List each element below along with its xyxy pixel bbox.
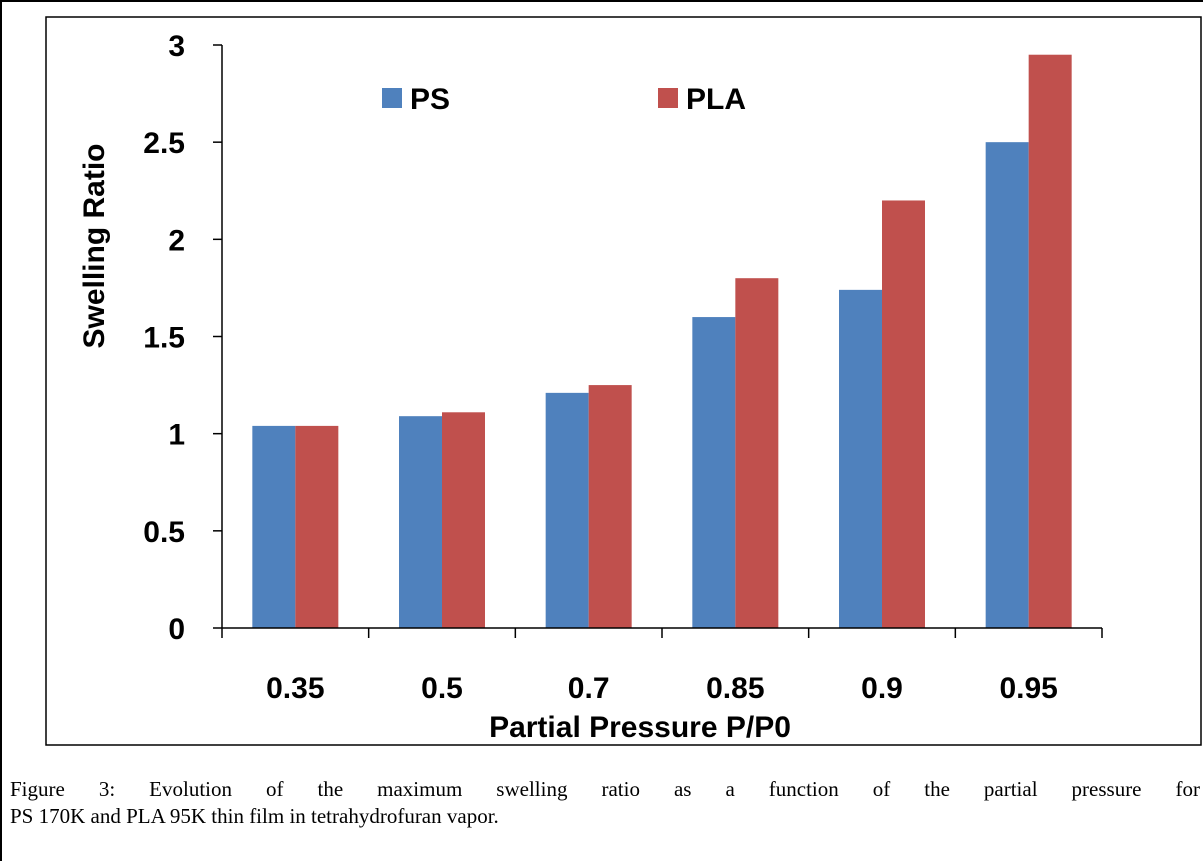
axes-layer xyxy=(213,44,1103,638)
bar-pla-0.95 xyxy=(1028,54,1072,628)
x-tick-label: 0.95 xyxy=(999,672,1057,705)
bar-pla-0.35 xyxy=(295,425,339,628)
bar-pla-0.9 xyxy=(882,200,925,628)
y-tick-label: 1.5 xyxy=(143,322,185,355)
caption-line-1: Figure 3: Evolution of the maximum swell… xyxy=(10,777,1200,801)
bar-ps-0.35 xyxy=(252,425,296,628)
bars-layer xyxy=(252,54,1072,628)
y-tick-label: 2.5 xyxy=(143,127,185,160)
bar-chart: 0 0.5 1 1.5 2 2.5 3 0.35 0.5 0.7 0.85 0.9 0.95 Partia… xyxy=(45,16,1202,746)
x-tick-label: 0.7 xyxy=(568,672,610,705)
y-tick-label: 2 xyxy=(168,224,185,257)
legend-swatch-pla xyxy=(658,88,678,108)
x-tick-label: 0.85 xyxy=(706,672,764,705)
figure-caption: Figure 3: Evolution of the maximum swell… xyxy=(10,776,1200,830)
bar-ps-0.5 xyxy=(399,416,442,628)
y-axis-title: Swelling Ratio xyxy=(78,143,111,348)
bar-ps-0.95 xyxy=(985,142,1029,628)
y-tick-label: 3 xyxy=(168,30,185,63)
bar-ps-0.7 xyxy=(545,392,589,628)
bar-pla-0.5 xyxy=(442,412,485,628)
y-tick-label: 0.5 xyxy=(143,516,185,549)
x-tick-label: 0.9 xyxy=(861,672,903,705)
labels-layer: 0 0.5 1 1.5 2 2.5 3 0.35 0.5 0.7 0.85 0.9 0.95 Partia… xyxy=(78,30,1058,744)
x-tick-label: 0.5 xyxy=(421,672,463,705)
legend-label-pla: PLA xyxy=(686,83,746,116)
bar-pla-0.85 xyxy=(735,278,779,628)
bar-pla-0.7 xyxy=(588,385,632,628)
caption-line-2: PS 170K and PLA 95K thin film in tetrahy… xyxy=(10,804,499,828)
legend-label-ps: PS xyxy=(410,83,450,116)
x-tick-label: 0.35 xyxy=(266,672,324,705)
y-tick-label: 1 xyxy=(168,419,185,452)
legend-swatch-ps xyxy=(382,88,402,108)
legend: PS PLA xyxy=(382,83,746,116)
bar-ps-0.9 xyxy=(839,289,882,628)
x-axis-title: Partial Pressure P/P0 xyxy=(489,711,791,744)
y-tick-label: 0 xyxy=(168,613,185,646)
bar-ps-0.85 xyxy=(692,317,736,628)
